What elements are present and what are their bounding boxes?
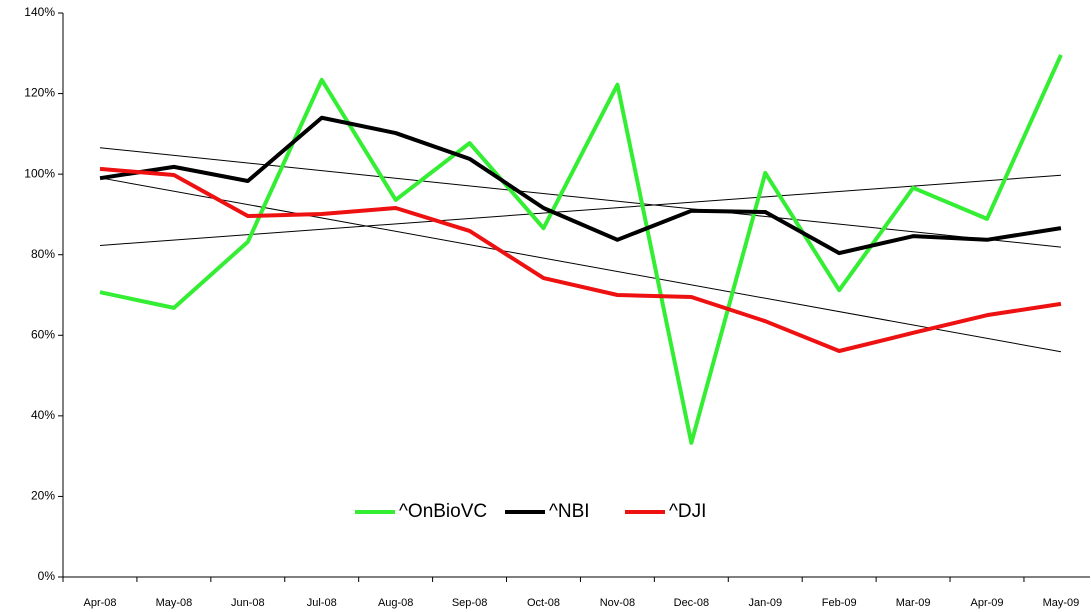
x-tick-label: Dec-08 bbox=[674, 597, 709, 609]
legend-label: ^OnBioVC bbox=[399, 501, 487, 522]
x-tick-label: Feb-09 bbox=[822, 597, 857, 609]
series-line bbox=[99, 115, 1062, 256]
x-tick-label: Apr-08 bbox=[83, 597, 116, 609]
y-tick-label: 100% bbox=[24, 166, 55, 180]
y-tick-label: 0% bbox=[38, 569, 56, 583]
series-line bbox=[99, 166, 1062, 353]
y-tick-label: 140% bbox=[24, 5, 55, 19]
trendline bbox=[99, 174, 1061, 246]
legend-label: ^NBI bbox=[549, 501, 590, 522]
x-tick-label: Sep-08 bbox=[452, 597, 487, 609]
x-tick-label: Jul-08 bbox=[307, 597, 337, 609]
x-tick-label: Jan-09 bbox=[748, 597, 782, 609]
y-tick-label: 40% bbox=[31, 408, 55, 422]
x-tick-label: Apr-09 bbox=[971, 597, 1004, 609]
x-tick-label: Aug-08 bbox=[378, 597, 413, 609]
trendline bbox=[99, 177, 1062, 353]
series-line bbox=[99, 54, 1063, 445]
y-tick-label: 120% bbox=[24, 86, 55, 100]
y-tick-label: 20% bbox=[31, 489, 55, 503]
x-tick-label: Oct-08 bbox=[527, 597, 560, 609]
y-tick-label: 80% bbox=[31, 247, 55, 261]
legend-label: ^DJI bbox=[669, 501, 706, 522]
y-tick-label: 60% bbox=[31, 327, 55, 341]
x-tick-label: Nov-08 bbox=[600, 597, 635, 609]
x-tick-label: Mar-09 bbox=[896, 597, 931, 609]
x-tick-label: May-08 bbox=[156, 597, 193, 609]
trendline bbox=[99, 147, 1062, 248]
x-tick-label: May-09 bbox=[1043, 597, 1080, 609]
x-tick-label: Jun-08 bbox=[231, 597, 265, 609]
